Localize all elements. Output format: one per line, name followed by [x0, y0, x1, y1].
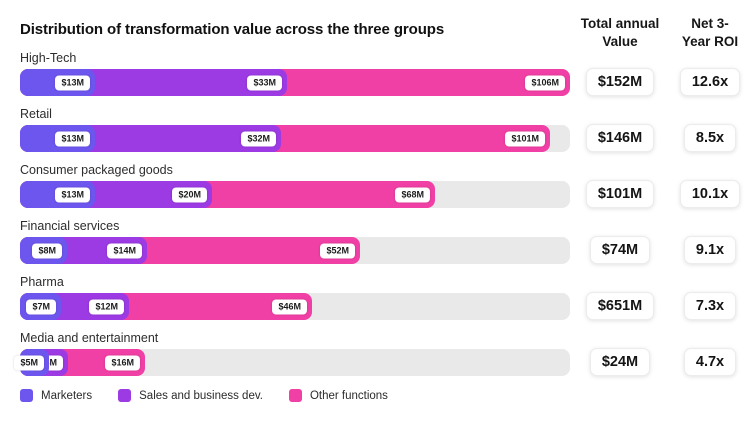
column-header-roi: Net 3- Year ROI	[670, 14, 750, 51]
total-value-badge: $152M	[585, 68, 655, 96]
chart-panel: Distribution of transformation value acr…	[14, 14, 750, 402]
roi-cell: 12.6x	[670, 51, 750, 96]
segment-value-pill: $5M	[14, 355, 44, 370]
segment-value-pill: $106M	[525, 75, 565, 90]
bar-segment-marketers: $13M	[20, 181, 95, 208]
legend-label: Sales and business dev.	[139, 389, 263, 402]
chart-rows: High-Tech $106M $33M $13M $152M 12.6x Retail $1…	[14, 51, 750, 376]
roi-cell: 9.1x	[670, 219, 750, 264]
bar-track: $68M $20M $13M	[20, 181, 570, 208]
total-value-cell: $152M	[570, 51, 670, 96]
segment-value-pill: $8M	[32, 243, 62, 258]
legend-label: Other functions	[309, 389, 388, 402]
roi-badge: 10.1x	[679, 180, 741, 208]
segment-value-pill: $13M	[55, 75, 90, 90]
bar-track: $16M$3M$5M	[14, 349, 570, 376]
segment-value-pill: $13M	[55, 131, 90, 146]
total-value-cell: $651M	[570, 275, 670, 320]
roi-cell: 8.5x	[670, 107, 750, 152]
legend-swatch-icon	[118, 389, 132, 402]
segment-value-pill: $32M	[241, 131, 276, 146]
bar-segment-marketers: $8M	[20, 237, 67, 264]
chart-row: Consumer packaged goods $68M $20M $13M $101M…	[20, 163, 750, 208]
legend-label: Marketers	[41, 389, 93, 402]
row-category-label: Media and entertainment	[20, 331, 159, 345]
bar-segment-marketers: $13M	[20, 125, 95, 152]
legend-swatch-icon	[288, 389, 302, 402]
roi-badge: 4.7x	[683, 348, 737, 376]
segment-value-pill: $13M	[55, 187, 90, 202]
segment-value-pill: $12M	[89, 299, 124, 314]
column-header-total-value-line1: Total annual	[580, 16, 660, 31]
total-value-cell: $74M	[570, 219, 670, 264]
segment-value-pill: $7M	[26, 299, 56, 314]
bar-track: $106M $33M $13M	[20, 69, 570, 96]
bar-segment-marketers: $13M	[20, 69, 95, 96]
row-category-label: Consumer packaged goods	[20, 163, 173, 177]
bar-track: $52M $14M $8M	[20, 237, 570, 264]
row-category-label: Financial services	[20, 219, 120, 233]
total-value-badge: $101M	[585, 180, 655, 208]
segment-value-pill: $33M	[247, 75, 282, 90]
legend-item: Sales and business dev.	[118, 389, 263, 402]
segment-value-pill: $20M	[172, 187, 207, 202]
roi-badge: 12.6x	[679, 68, 741, 96]
chart-header: Distribution of transformation value acr…	[20, 14, 750, 51]
chart-title: Distribution of transformation value acr…	[20, 21, 445, 38]
roi-cell: 4.7x	[670, 331, 750, 376]
column-header-roi-line2: Year ROI	[681, 34, 739, 49]
chart-row: High-Tech $106M $33M $13M $152M 12.6x	[20, 51, 750, 96]
chart-row: Financial services $52M $14M $8M $74M 9.1x	[20, 219, 750, 264]
column-header-total-value-line2: Value	[602, 34, 638, 49]
bar-track: $46M $12M $7M	[20, 293, 570, 320]
bar-segment-marketers: $5M	[14, 349, 49, 376]
total-value-badge: $651M	[585, 292, 655, 320]
total-value-badge: $74M	[589, 236, 651, 264]
segment-value-pill: $68M	[395, 187, 430, 202]
legend-swatch-icon	[20, 389, 33, 402]
roi-cell: 7.3x	[670, 275, 750, 320]
total-value-badge: $146M	[585, 124, 655, 152]
total-value-badge: $24M	[589, 348, 651, 376]
segment-value-pill: $101M	[505, 131, 545, 146]
row-category-label: Pharma	[20, 275, 64, 289]
legend-item: Other functions	[288, 389, 388, 402]
roi-badge: 7.3x	[683, 292, 737, 320]
column-header-total-value: Total annual Value	[570, 14, 670, 51]
roi-badge: 8.5x	[683, 124, 737, 152]
row-category-label: Retail	[20, 107, 52, 121]
chart-row: Pharma $46M $12M $7M $651M 7.3x	[20, 275, 750, 320]
segment-value-pill: $14M	[107, 243, 142, 258]
roi-badge: 9.1x	[683, 236, 737, 264]
total-value-cell: $24M	[570, 331, 670, 376]
total-value-cell: $146M	[570, 107, 670, 152]
segment-value-pill: $52M	[320, 243, 355, 258]
chart-legend: Marketers Sales and business dev. Other fu…	[20, 389, 750, 402]
chart-row: Retail $101M $32M $13M $146M 8.5x	[20, 107, 750, 152]
segment-value-pill: $16M	[105, 355, 140, 370]
row-category-label: High-Tech	[20, 51, 77, 65]
total-value-cell: $101M	[570, 163, 670, 208]
segment-value-pill: $46M	[272, 299, 307, 314]
bar-segment-marketers: $7M	[20, 293, 61, 320]
chart-row: Media and entertainment $16M$3M$5M $24M 4.7…	[14, 331, 750, 376]
column-header-roi-line1: Net 3-	[691, 16, 729, 31]
bar-track: $101M $32M $13M	[20, 125, 570, 152]
legend-item: Marketers	[20, 389, 92, 402]
roi-cell: 10.1x	[670, 163, 750, 208]
